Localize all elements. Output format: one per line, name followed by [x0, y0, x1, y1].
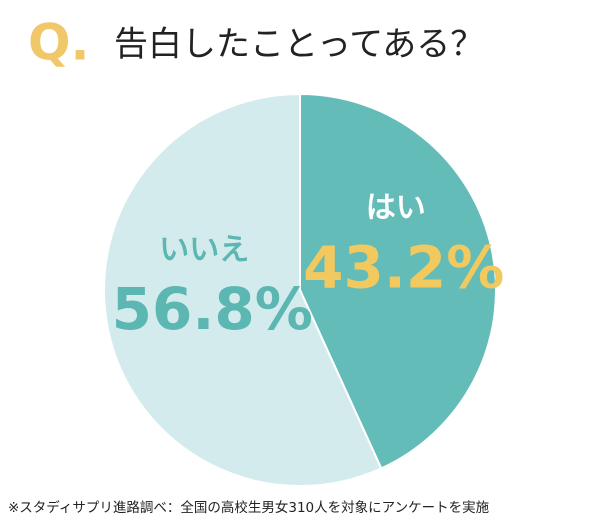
- value-label: 56.8%: [112, 275, 313, 343]
- value-label: 43.2%: [303, 233, 504, 301]
- category-label: はい: [366, 191, 426, 226]
- pie-slice: [103, 92, 383, 487]
- category-label: いいえ: [159, 232, 249, 267]
- note: ※スタディサプリ進路調べ：全国の高校生男女310人を対象にアンケートを実施: [8, 499, 490, 516]
- chart-title: 告白したことってある？: [114, 25, 484, 65]
- pie-slice: [299, 92, 497, 470]
- title-prefix: Q.: [28, 14, 90, 72]
